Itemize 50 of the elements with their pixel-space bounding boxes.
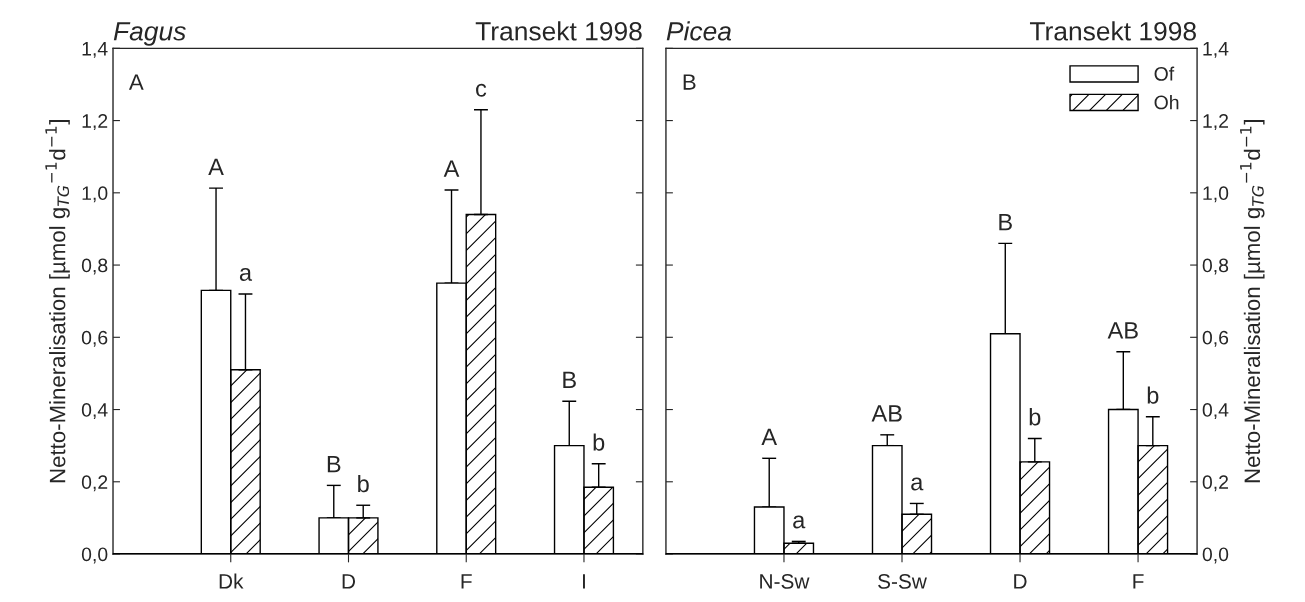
y-tick-label: 1,2 [82,114,108,131]
annotation: A [761,428,778,446]
y-tick-label: 0,8 [1202,258,1229,275]
y-axis-title: Netto-Mineralisation [µmol g$_{TG}$$^{−1}$d$^{−1}$] [1240,120,1265,483]
annotation: B [563,371,576,388]
chart-title: Fagus [113,22,186,46]
x-tick-label: I [583,574,585,589]
annotation: b [358,474,369,493]
y-tick-label: 0,2 [1202,475,1228,492]
chart-subtitle: Transekt 1998 [1029,21,1196,41]
annotation: AB [871,405,902,422]
annotation: a [239,268,253,281]
x-tick-label: D [1014,574,1027,589]
y-tick-label: 0,4 [81,403,108,420]
annotation: c [476,83,487,97]
y-tick-label: 0,6 [81,330,108,347]
x-tick-label: Dk [219,573,244,589]
legend-label: Oh [1154,95,1179,110]
y-tick-label: 0,0 [1202,547,1229,564]
y-tick-label: 1,0 [82,186,108,203]
x-tick-label: D [342,574,356,589]
annotation: a [911,477,924,491]
y-tick-label: 1,4 [1203,42,1229,58]
y-tick-label: 0,2 [81,475,108,492]
annotation: b [593,433,605,451]
y-tick-label: 0,6 [1202,330,1229,347]
y-tick-label: 0,8 [81,258,108,275]
chart-subtitle: Transekt 1998 [475,21,642,41]
x-tick-label: F [461,574,472,589]
y-tick-label: 1,2 [1203,114,1228,131]
y-tick-label: 1,4 [82,42,108,58]
annotation: a [793,515,806,529]
y-tick-label: 1,0 [1203,186,1229,203]
annotation: B [999,213,1012,231]
annotation: B [327,455,341,473]
y-tick-label: 0,4 [1202,403,1229,420]
x-tick-label: S-Sw [878,574,927,589]
x-tick-label: F [1133,574,1144,589]
annotation: b [1147,386,1159,404]
chart-title: Picea [666,21,732,41]
x-tick-label: N-Sw [760,574,810,589]
annotation: A [443,160,460,177]
legend-label: Of [1154,66,1175,81]
y-tick-label: 0,0 [81,547,108,564]
y-axis-title: Netto-Mineralisation [µmol g$_{TG}$$^{−1}$d$^{−1}$] [45,120,70,483]
annotation: B [683,74,696,90]
annotation: A [208,158,224,175]
annotation: A [128,74,144,90]
annotation: b [1029,408,1041,426]
annotation: AB [1107,322,1138,339]
